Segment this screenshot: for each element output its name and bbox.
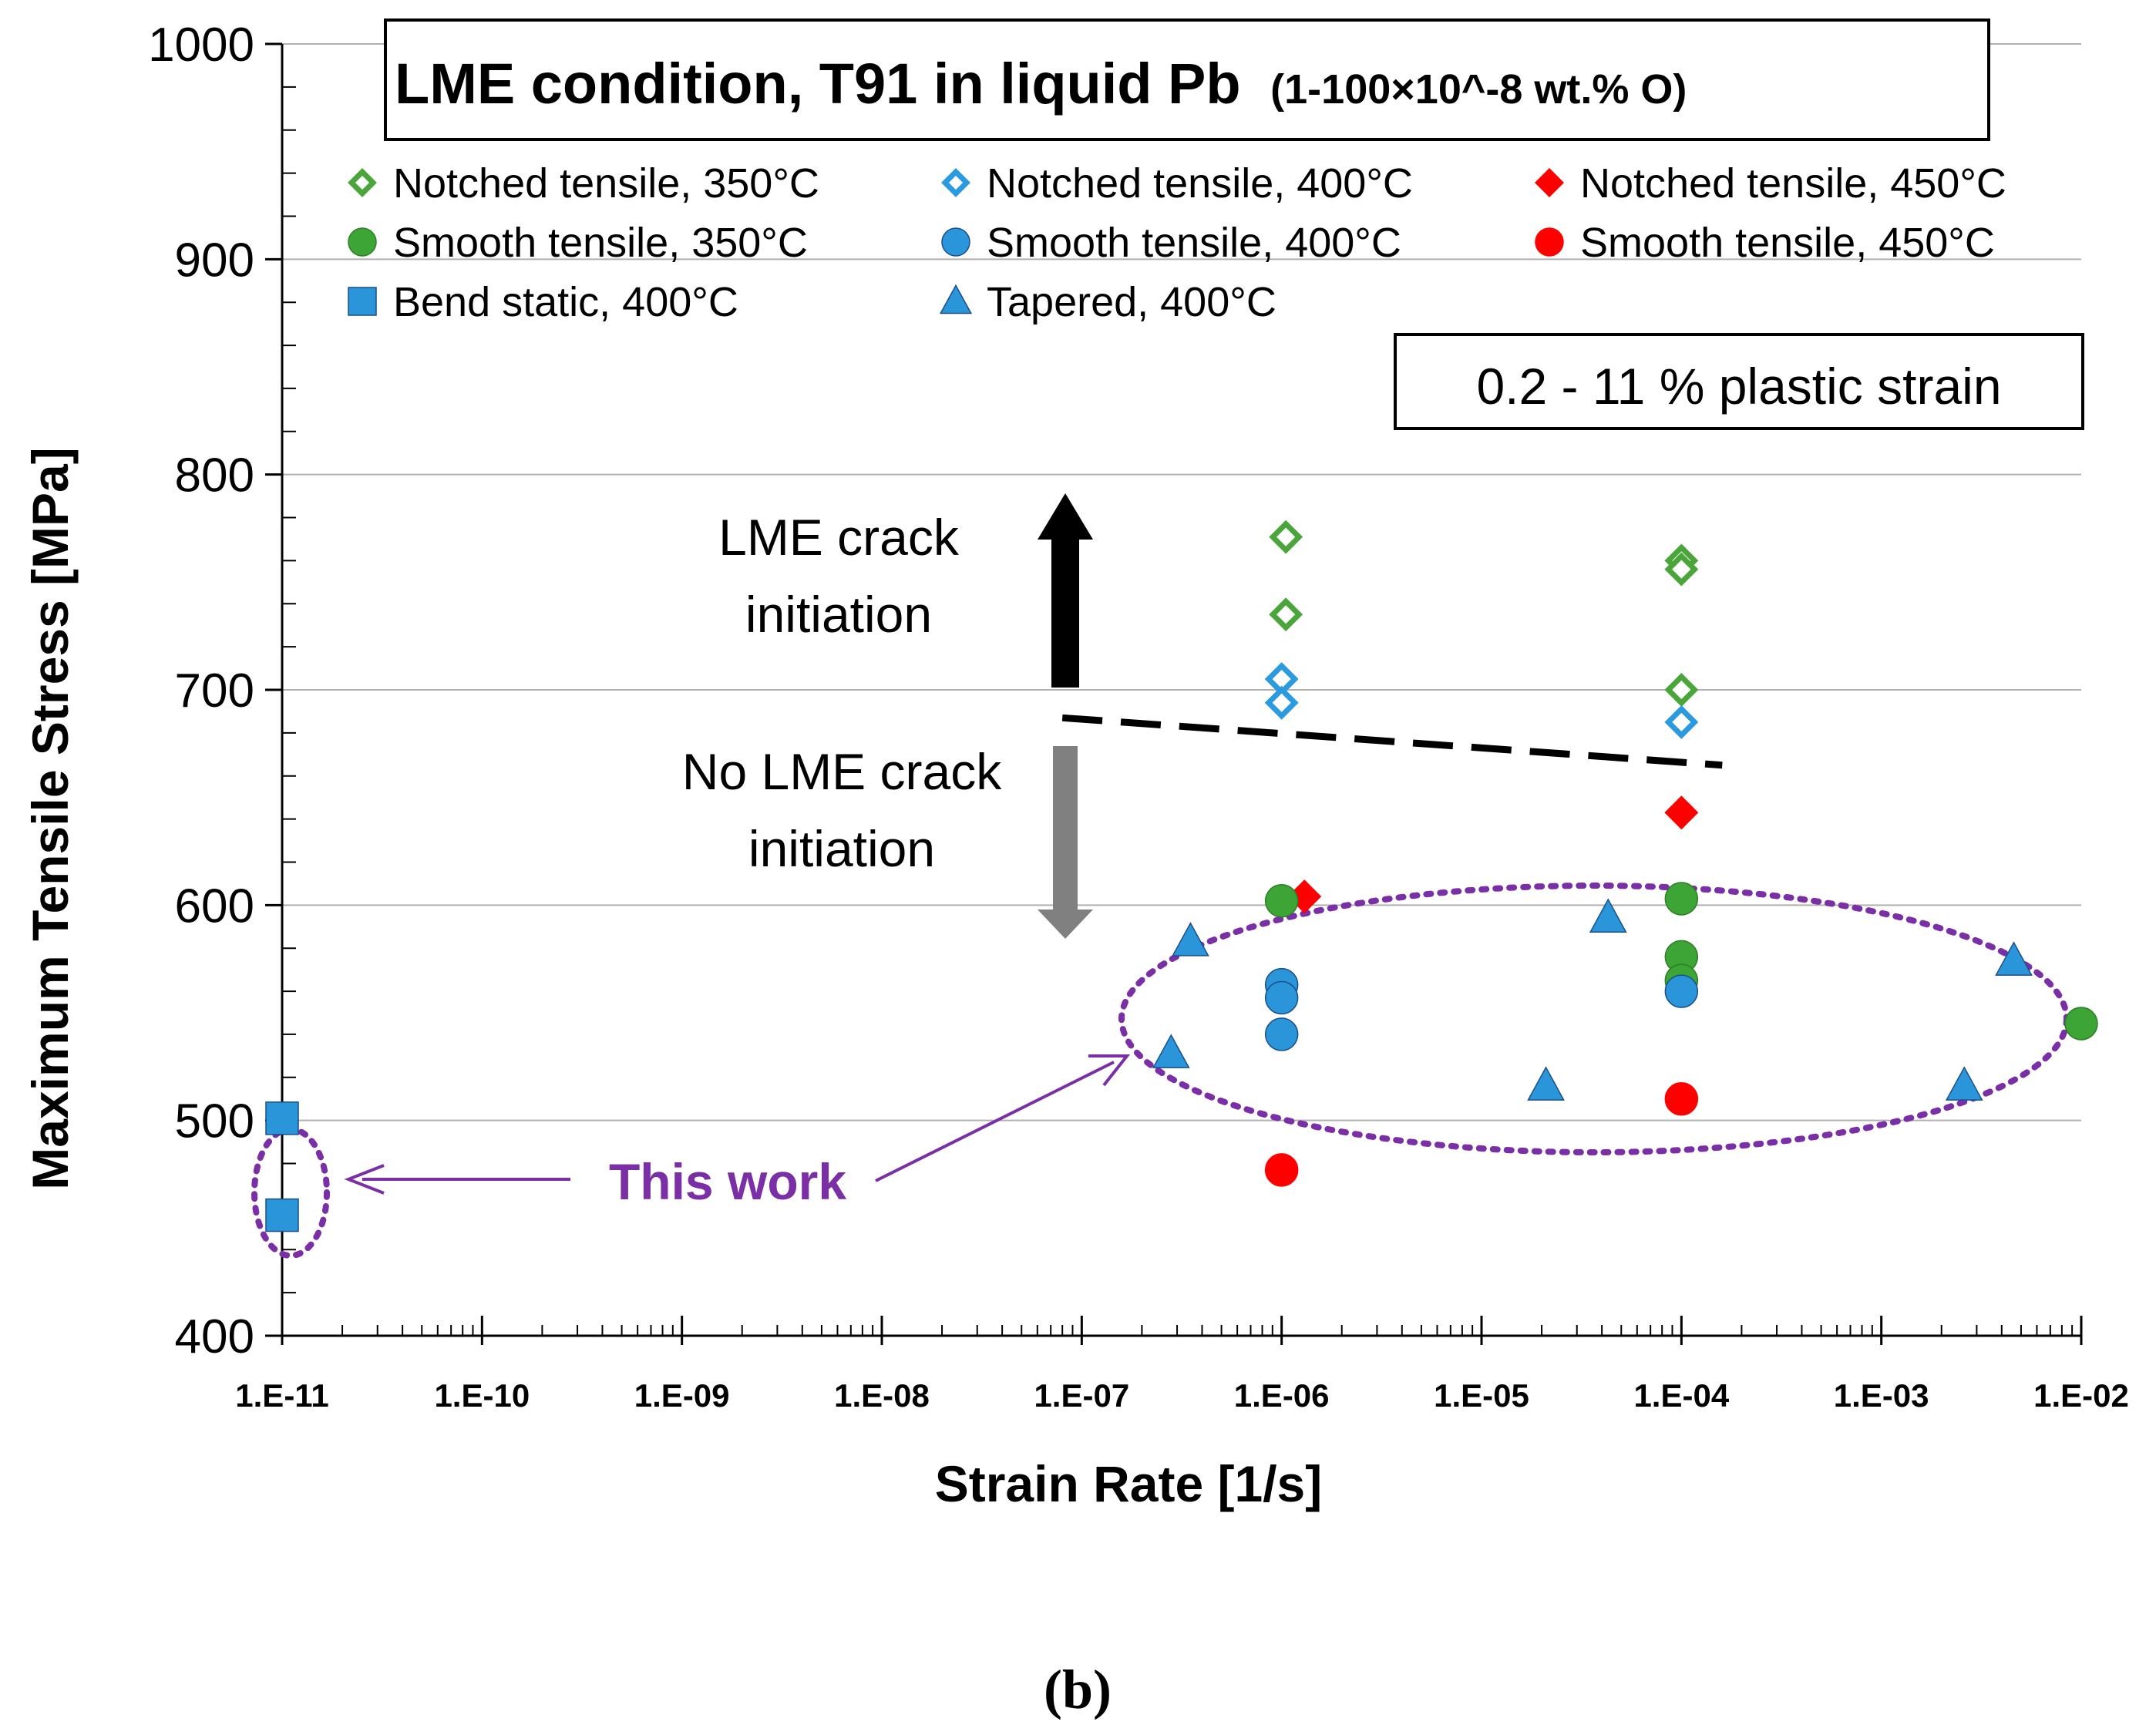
legend-label: Smooth tensile, 450°C: [1580, 220, 1995, 266]
data-point: [1664, 552, 1699, 587]
data-point: [1264, 1153, 1299, 1187]
y-tick-label: 800: [175, 449, 254, 503]
x-tick-label: 1.E-02: [2033, 1377, 2129, 1414]
legend-marker: [941, 168, 970, 197]
y-axis-title: Maximum Tensile Stress [MPa]: [22, 447, 79, 1189]
data-point: [1664, 1081, 1699, 1116]
x-tick-label: 1.E-11: [235, 1377, 328, 1414]
this-work-arrow-right: [875, 1061, 1115, 1182]
legend-marker: [348, 227, 377, 257]
plastic-strain-box: [1394, 333, 2084, 430]
legend-label: Smooth tensile, 400°C: [987, 220, 1401, 266]
data-point: [1264, 1017, 1299, 1051]
data-point: [1269, 519, 1303, 554]
legend-marker: [1535, 227, 1564, 257]
y-tick-label: 500: [175, 1095, 254, 1148]
this-work-label: This work: [609, 1153, 846, 1210]
title-subtitle: (1-100×10^-8 wt.% O): [1270, 66, 1687, 113]
chart-title: LME condition, T91 in liquid Pb (1-100×1…: [395, 52, 1687, 116]
legend-label: Notched tensile, 350°C: [393, 160, 819, 207]
threshold-dashed-line: [1061, 714, 1723, 769]
legend-label: Tapered, 400°C: [987, 279, 1276, 325]
title-box: [384, 18, 1990, 141]
y-tick-label: 600: [175, 879, 254, 933]
this-work-ellipse-left: [251, 1126, 330, 1259]
title-main: LME condition, T91 in liquid Pb: [395, 52, 1241, 116]
x-tick-label: 1.E-03: [1834, 1377, 1929, 1414]
data-point: [1264, 883, 1299, 918]
legend-marker: [941, 227, 970, 257]
data-point: [1664, 882, 1699, 916]
x-tick-label: 1.E-08: [834, 1377, 930, 1414]
data-point: [1264, 980, 1299, 1015]
lme-crack-label-1: LME crack: [718, 509, 960, 566]
data-points: [265, 519, 2098, 1232]
x-tick-label: 1.E-05: [1434, 1377, 1529, 1414]
data-point: [1269, 597, 1303, 632]
data-point: [1527, 1066, 1565, 1101]
data-point: [1152, 1034, 1190, 1068]
y-tick-label: 400: [175, 1310, 254, 1363]
legend-marker: [348, 168, 377, 197]
lme-crack-label-2: initiation: [745, 586, 932, 643]
legend-label: Smooth tensile, 350°C: [393, 220, 808, 266]
data-point: [1172, 922, 1209, 957]
data-point: [1995, 941, 2033, 976]
data-point: [265, 1101, 299, 1135]
figure-caption: (b): [1044, 1659, 1112, 1720]
data-point: [1945, 1066, 1983, 1101]
legend-label: Notched tensile, 450°C: [1580, 160, 2006, 207]
plastic-strain-label: 0.2 - 11 % plastic strain: [1476, 358, 2001, 415]
legend-marker: [1535, 168, 1564, 197]
x-tick-label: 1.E-07: [1034, 1377, 1129, 1414]
y-tick-label: 700: [175, 664, 254, 718]
no-lme-label-1: No LME crack: [682, 743, 1002, 800]
data-point: [1664, 673, 1699, 707]
y-tick-label: 1000: [148, 18, 254, 72]
legend-marker: [348, 287, 377, 316]
x-tick-label: 1.E-09: [634, 1377, 730, 1414]
down-arrow-icon: [1038, 746, 1093, 939]
legend: Notched tensile, 350°C Notched tensile, 4…: [348, 160, 2006, 325]
no-lme-label-2: initiation: [748, 820, 935, 877]
x-axis-title: Strain Rate [1/s]: [935, 1455, 1322, 1512]
data-point: [1264, 685, 1299, 720]
this-work-arrowhead-right: [1088, 1054, 1131, 1087]
data-point: [1664, 704, 1699, 739]
x-tick-label: 1.E-04: [1633, 1377, 1729, 1414]
data-point: [2064, 1007, 2098, 1041]
this-work-arrowhead-left: [344, 1164, 385, 1195]
legend-label: Notched tensile, 400°C: [987, 160, 1413, 207]
data-point: [1664, 974, 1699, 1008]
data-point: [265, 1198, 299, 1232]
axis-ticks: 400 500 600 700 800 900 1000 1.E-11 1.E-10 1.E-09…: [148, 18, 2129, 1414]
up-arrow-icon: [1038, 493, 1093, 688]
legend-label: Bend static, 400°C: [393, 279, 738, 325]
x-tick-label: 1.E-10: [434, 1377, 530, 1414]
y-tick-label: 900: [175, 234, 254, 287]
data-point: [1664, 795, 1699, 830]
x-tick-label: 1.E-06: [1234, 1377, 1330, 1414]
legend-marker: [939, 284, 973, 314]
data-point: [1589, 898, 1627, 933]
